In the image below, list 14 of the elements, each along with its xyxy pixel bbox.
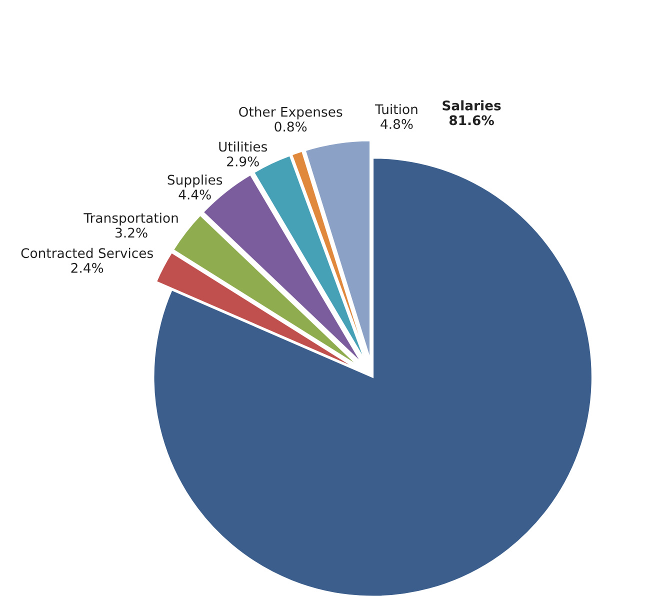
slice-label: Supplies [168, 174, 222, 188]
slice-label: Contracted Services [21, 248, 153, 258]
data-label: 0.8% [274, 122, 307, 132]
data-label: 2.4% [71, 262, 104, 273]
slice-label: Salaries [442, 100, 501, 110]
data-label: 4.8% [380, 119, 413, 130]
slice-label: Transportation [84, 212, 178, 226]
slice-label: Tuition [375, 104, 418, 114]
data-label: 2.9% [227, 156, 259, 166]
data-label: 3.2% [116, 228, 148, 238]
data-label: 4.4% [178, 190, 211, 200]
data-label: 81.6% [449, 115, 494, 126]
slice-label: Utilities [219, 141, 268, 152]
slice-label: Other Expenses [239, 106, 342, 120]
